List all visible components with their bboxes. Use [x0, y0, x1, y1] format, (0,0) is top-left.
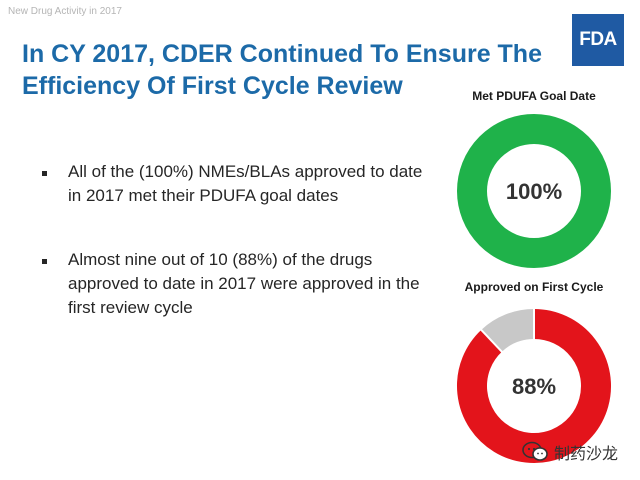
bullet-item: Almost nine out of 10 (88%) of the drugs… — [42, 248, 432, 320]
bullet-list: All of the (100%) NMEs/BLAs approved to … — [42, 160, 432, 360]
fda-logo: FDA — [572, 14, 624, 66]
watermark: 制药沙龙 — [522, 440, 618, 464]
donut-separator — [479, 328, 504, 354]
donut-slice-2-1 — [457, 309, 611, 463]
slide-title: In CY 2017, CDER Continued To Ensure The… — [22, 40, 542, 100]
chart-title-met-pdufa: Met PDUFA Goal Date — [472, 89, 596, 103]
bullet-text: All of the (100%) NMEs/BLAs approved to … — [68, 162, 423, 205]
donut-chart-first-cycle: 88% — [457, 308, 611, 463]
donut-slice-2-2 — [481, 309, 535, 353]
header-label: New Drug Activity in 2017 — [8, 6, 122, 17]
chart-title-first-cycle: Approved on First Cycle — [464, 280, 604, 294]
donut-slice-1-1 — [457, 114, 611, 268]
donut-center-label-1: 100% — [506, 179, 562, 204]
bullet-item: All of the (100%) NMEs/BLAs approved to … — [42, 160, 432, 208]
bullet-text: Almost nine out of 10 (88%) of the drugs… — [68, 250, 420, 317]
donut-center-label-2: 88% — [512, 374, 556, 399]
donut-chart-met-pdufa: 100% — [457, 114, 611, 268]
bullet-marker-icon — [42, 259, 47, 264]
chat-bubble-icon — [522, 441, 548, 461]
bullet-marker-icon — [42, 171, 47, 176]
fda-logo-text: FDA — [579, 29, 617, 50]
watermark-text: 制药沙龙 — [554, 446, 619, 463]
